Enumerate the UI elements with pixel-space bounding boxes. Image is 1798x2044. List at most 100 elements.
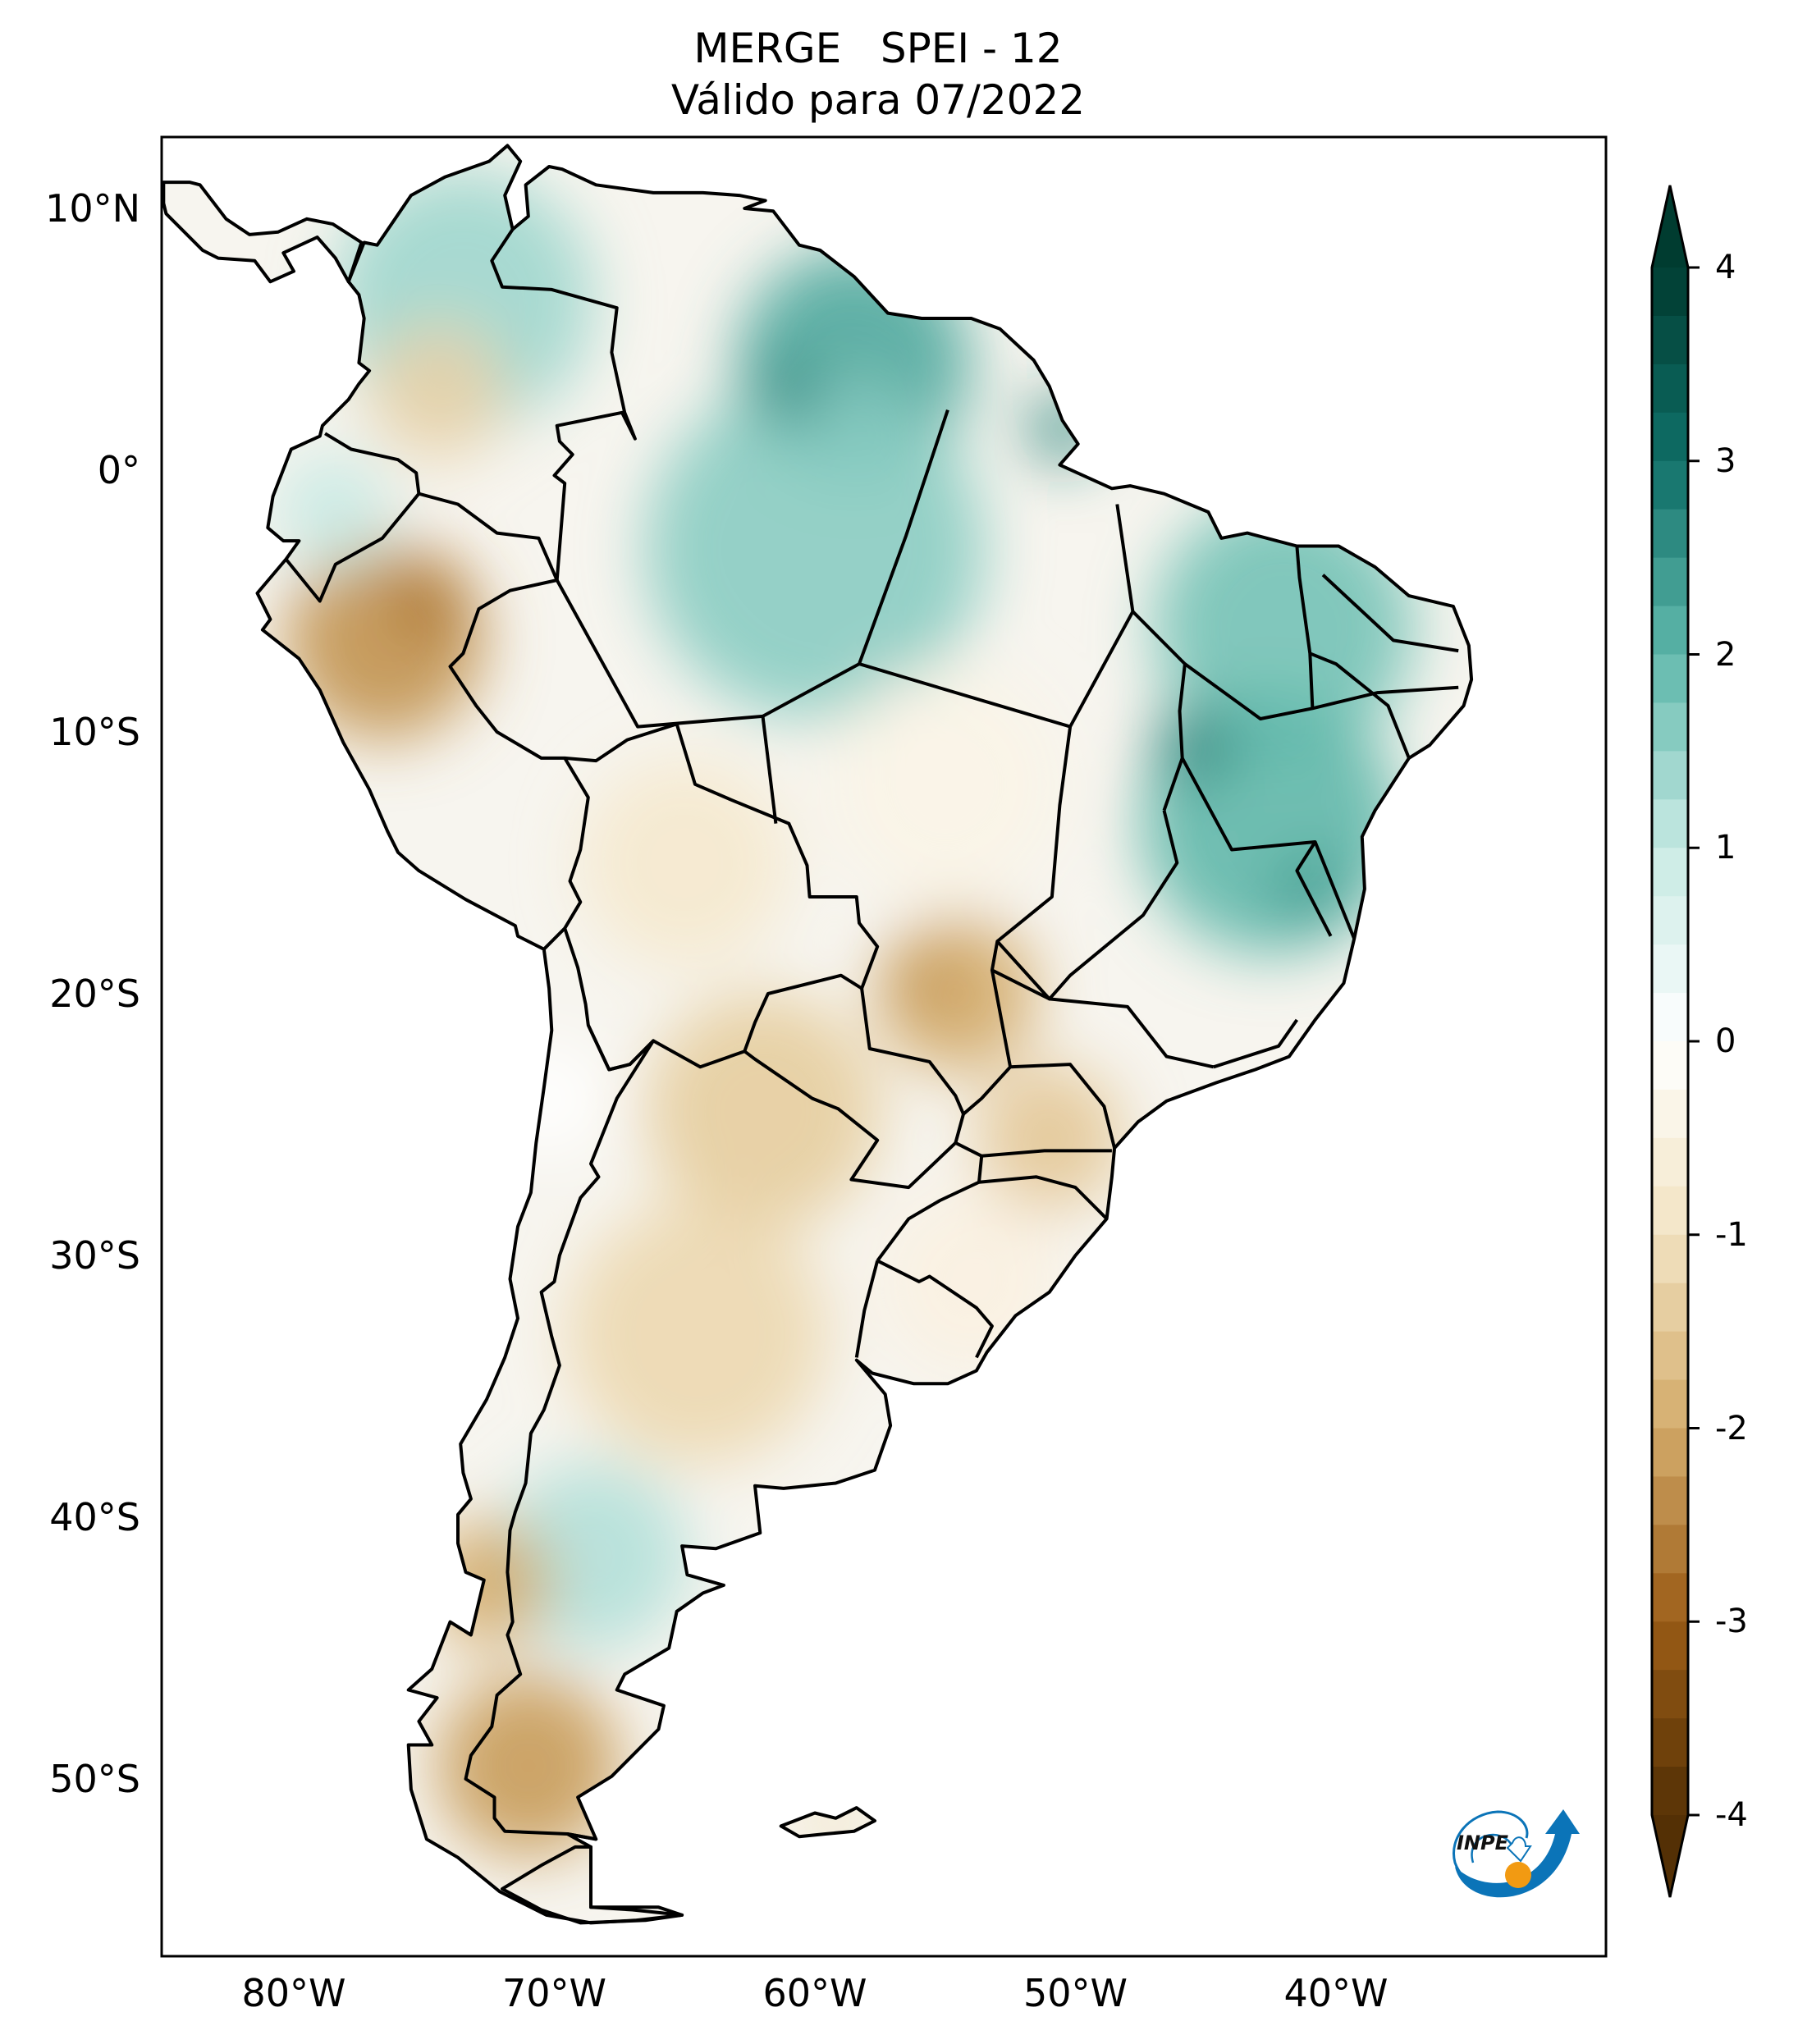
inpe-logo-text: INPE	[1457, 1831, 1508, 1854]
colorbar-band	[1652, 1476, 1688, 1526]
spei-detail	[882, 944, 956, 1017]
colorbar-band	[1652, 1137, 1688, 1187]
inpe-sun-icon	[1505, 1862, 1531, 1888]
colorbar-tick-label: 1	[1715, 829, 1736, 867]
colorbar-band	[1652, 1573, 1688, 1623]
country-border	[876, 1141, 984, 1262]
state-border	[1213, 1018, 1299, 1069]
colorbar-band	[1652, 799, 1688, 849]
state-border	[981, 1149, 1112, 1158]
colorbar-band	[1652, 412, 1688, 462]
state-border	[555, 409, 949, 729]
country-border	[854, 1260, 880, 1358]
colorbar-band	[1652, 848, 1688, 897]
colorbar-band	[1652, 268, 1688, 317]
country-border	[876, 1259, 994, 1359]
colorbar-band	[1652, 1041, 1688, 1091]
spei-region	[645, 994, 881, 1230]
inpe-logo	[1453, 1809, 1580, 1898]
colorbar-band	[1652, 1089, 1688, 1139]
state-border	[761, 716, 778, 824]
colorbar-tick-label: -4	[1715, 1796, 1748, 1834]
colorbar-extend-min	[1652, 1815, 1688, 1897]
colorbar-tick-label: 3	[1715, 441, 1736, 480]
spei-detail	[390, 561, 469, 641]
state-border	[1180, 757, 1357, 940]
state-border	[1183, 546, 1315, 720]
state-border	[962, 969, 1013, 1116]
coastline-central-america	[162, 181, 364, 284]
state-border	[1295, 840, 1333, 937]
colorbar-tick-label: 2	[1715, 635, 1736, 674]
colorbar-band	[1652, 993, 1688, 1042]
state-border	[1010, 1063, 1117, 1149]
state-border	[978, 1175, 1109, 1220]
colorbar-band	[1652, 509, 1688, 559]
coastline-falklands	[779, 1806, 876, 1839]
spei-region	[437, 1674, 620, 1858]
country-border	[743, 988, 965, 1190]
lon-tick-label: 50°W	[1023, 1971, 1128, 2015]
colorbar-tick-label: 4	[1715, 249, 1736, 286]
state-border	[1321, 574, 1459, 653]
colorbar-band	[1652, 1283, 1688, 1333]
colorbar-band	[1652, 1525, 1688, 1575]
lon-tick-label: 70°W	[501, 1971, 607, 2015]
colorbar-band	[1652, 1718, 1688, 1767]
colorbar-band	[1652, 557, 1688, 607]
spei-region	[1153, 496, 1415, 758]
state-border	[858, 504, 1135, 729]
lat-tick-label: 50°S	[49, 1757, 140, 1801]
colorbar-band	[1652, 1621, 1688, 1671]
lat-tick-label: 20°S	[49, 972, 140, 1016]
lat-tick-label: 40°S	[49, 1495, 140, 1539]
coastline-tierra-del-fuego	[501, 1845, 684, 1925]
colorbar-tick-label: -3	[1715, 1603, 1748, 1641]
colorbar-tick-label: 0	[1715, 1022, 1736, 1060]
spei-region	[976, 1064, 1123, 1211]
colorbar-band	[1652, 315, 1688, 365]
spei-detail	[754, 357, 823, 426]
inpe-arrow-icon	[1455, 1809, 1580, 1898]
lon-tick-label: 40°W	[1283, 1971, 1389, 2015]
colorbar-band	[1652, 1670, 1688, 1719]
colorbar-band	[1652, 364, 1688, 414]
colorbar-tick-label: -1	[1715, 1215, 1748, 1254]
spei-region	[580, 757, 789, 968]
map-frame	[160, 135, 1608, 1958]
state-border	[990, 726, 1179, 1001]
colorbar-band	[1652, 1186, 1688, 1236]
colorbar-band	[1652, 1767, 1688, 1816]
state-border	[1309, 652, 1411, 759]
spei-region	[827, 666, 1063, 903]
spei-region	[567, 1203, 828, 1466]
colorbar-band	[1652, 1428, 1688, 1478]
state-border	[1311, 685, 1459, 711]
colorbar-tick-label: -2	[1715, 1409, 1748, 1447]
chart-subtitle: Válido para 07/2022	[670, 76, 1086, 124]
lat-tick-label: 10°S	[49, 710, 140, 754]
colorbar-band	[1652, 654, 1688, 704]
spei-region	[645, 378, 985, 720]
spei-region	[369, 323, 506, 460]
colorbar-extend-max	[1652, 185, 1688, 268]
lat-tick-label: 30°S	[49, 1233, 140, 1278]
country-border	[418, 492, 590, 951]
spei-region	[275, 451, 391, 568]
coastline	[255, 144, 1474, 1925]
colorbar-band	[1652, 751, 1688, 801]
country-border	[464, 1024, 656, 1841]
colorbar-band	[1652, 702, 1688, 752]
spei-field	[163, 145, 1472, 1923]
colorbar-band	[1652, 460, 1688, 510]
lon-tick-label: 80°W	[241, 1971, 346, 2015]
lat-tick-label: 0°	[97, 448, 140, 492]
chart-title: MERGE SPEI - 12	[693, 25, 1063, 72]
colorbar-band	[1652, 1234, 1688, 1284]
lon-tick-label: 60°W	[762, 1971, 867, 2015]
state-border	[1131, 610, 1187, 812]
lat-tick-label: 10°N	[45, 186, 140, 231]
colorbar-band	[1652, 944, 1688, 994]
